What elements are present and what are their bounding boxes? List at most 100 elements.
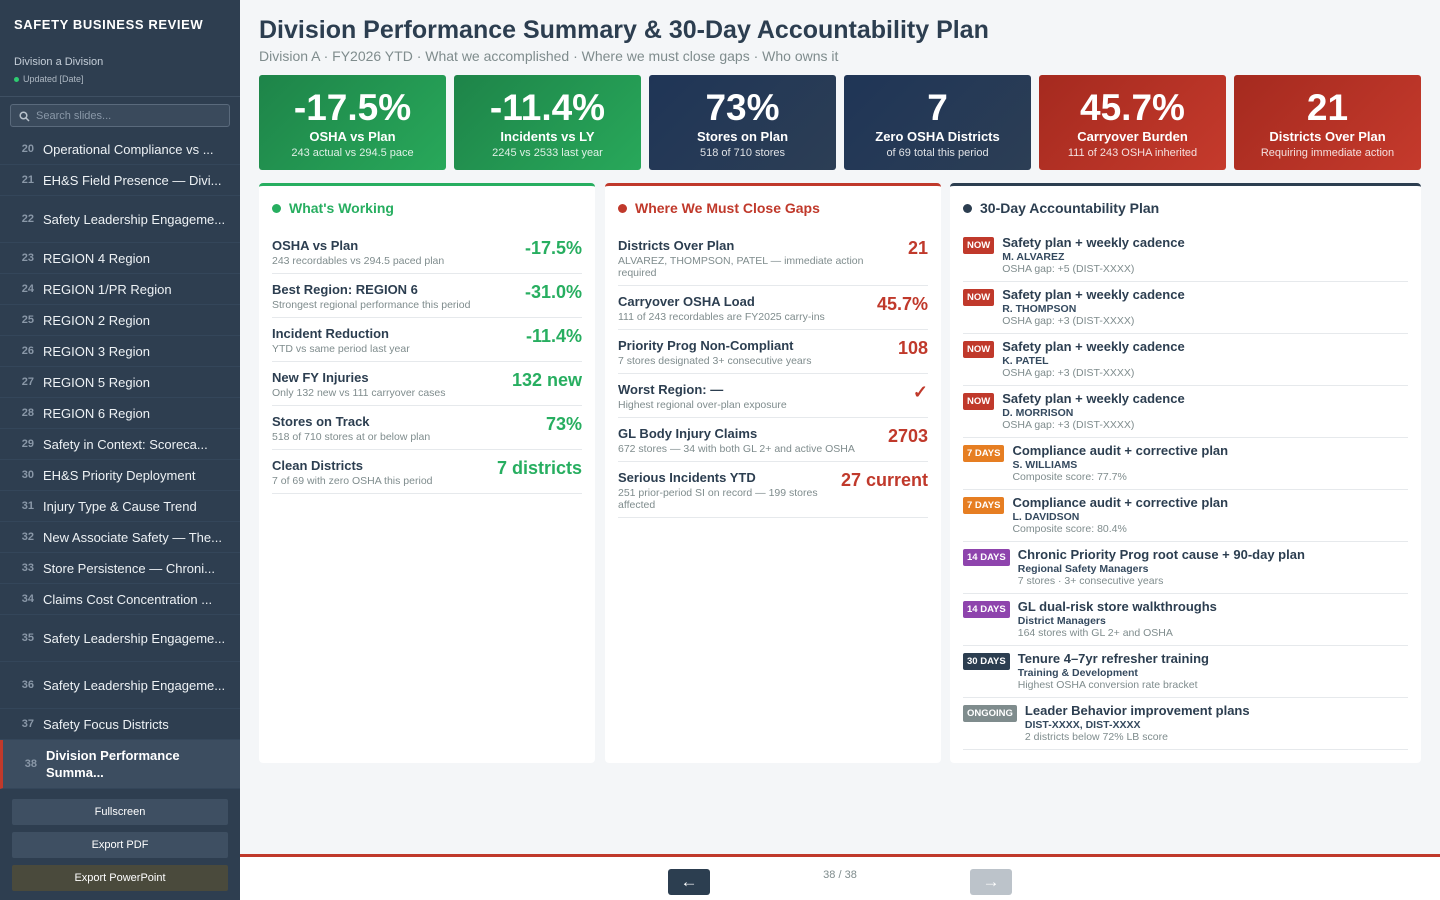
slide-item[interactable]: 29 Safety in Context: Scoreca... (0, 429, 240, 460)
slide-title: Claims Cost Concentration ... (43, 591, 213, 607)
slide-item[interactable]: 38 Division Performance Summa... (0, 740, 240, 789)
slide-item[interactable]: 28 REGION 6 Region (0, 398, 240, 429)
slide-item[interactable]: 23 REGION 4 Region (0, 243, 240, 274)
plan-owner: L. DAVIDSON (1012, 511, 1080, 523)
plan-title: Compliance audit + corrective plan (1012, 443, 1229, 458)
metric-sub: 111 of 243 recordables are FY2025 carry-… (618, 311, 825, 323)
metric-sub: 251 prior-period SI on record — 199 stor… (618, 487, 818, 511)
metric-label: Serious Incidents YTD (618, 470, 756, 485)
metric-label: Clean Districts (272, 458, 364, 473)
plan-text: Safety plan + weekly cadence R. THOMPSON O… (1002, 287, 1184, 327)
plan-detail: OSHA gap: +3 (DIST-XXXX) (1002, 367, 1135, 379)
metric-value: 21 (907, 238, 928, 258)
sidebar: SAFETY BUSINESS REVIEW Division a Divisi… (0, 0, 240, 900)
plan-title: GL dual-risk store walkthroughs (1017, 599, 1217, 614)
slide-item[interactable]: 34 Claims Cost Concentration ... (0, 584, 240, 615)
kpi-card: 73% Stores on Plan 518 of 710 stores (649, 75, 836, 170)
plan-tag: 7 DAYS (963, 497, 1005, 514)
slide-item[interactable]: 30 EH&S Priority Deployment (0, 460, 240, 491)
slide-number: 29 (21, 438, 34, 450)
slide-item[interactable]: 27 REGION 5 Region (0, 367, 240, 398)
plan-text: Leader Behavior improvement plans DIST-XX… (1025, 703, 1250, 743)
slide-item[interactable]: 22 Safety Leadership Engageme... (0, 196, 240, 243)
plan-owner: Training & Development (1017, 667, 1138, 679)
kpi-value: -11.4% (489, 87, 606, 128)
metric-value: -17.5% (524, 238, 582, 258)
sidebar-button[interactable]: Export PowerPoint (12, 865, 228, 891)
plan-tag: 14 DAYS (963, 601, 1010, 618)
kpi-value: 45.7% (1080, 87, 1185, 128)
sidebar-button[interactable]: Export PDF (12, 832, 228, 858)
plan-title: Chronic Priority Prog root cause + 90-da… (1017, 547, 1305, 562)
slide-item[interactable]: 36 Safety Leadership Engageme... (0, 662, 240, 709)
slide-number: 38 (24, 758, 37, 770)
slide-item[interactable]: 25 REGION 2 Region (0, 305, 240, 336)
metric-text: Carryover OSHA Load 111 of 243 recordable… (618, 294, 825, 323)
page-counter: 38 / 38 (823, 869, 857, 881)
metric-value: 2703 (887, 426, 928, 446)
plan-owner: D. MORRISON (1002, 407, 1074, 419)
divider (0, 96, 240, 97)
page-title: Division Performance Summary & 30-Day Ac… (259, 16, 989, 44)
page-subtitle: Division A · FY2026 YTD · What we accomp… (259, 48, 839, 64)
plan-title: Safety plan + weekly cadence (1002, 339, 1185, 354)
slide-item[interactable]: 37 Safety Focus Districts (0, 709, 240, 740)
kpi-label: Zero OSHA Districts (875, 129, 1000, 144)
plan-tag: ONGOING (963, 705, 1017, 722)
slide-number: 33 (21, 562, 34, 574)
plan-row: 30 DAYS Tenure 4–7yr refresher training Tr… (963, 646, 1408, 698)
slide-item[interactable]: 33 Store Persistence — Chroni... (0, 553, 240, 584)
kpi-card: 21 Districts Over Plan Requiring immediate… (1234, 75, 1421, 170)
slide-item[interactable]: 20 Operational Compliance vs ... (0, 134, 240, 165)
plan-row: 14 DAYS Chronic Priority Prog root cause … (963, 542, 1408, 594)
next-button[interactable]: → (970, 869, 1012, 895)
metric-sub: Only 132 new vs 111 carryover cases (272, 387, 446, 399)
slide-item[interactable]: 35 Safety Leadership Engageme... (0, 615, 240, 662)
slide-item[interactable]: 32 New Associate Safety — The... (0, 522, 240, 553)
panel-title: Where We Must Close Gaps (618, 200, 928, 216)
sidebar-button[interactable]: Fullscreen (12, 799, 228, 825)
plan-text: Safety plan + weekly cadence D. MORRISON O… (1002, 391, 1184, 431)
working-panel: What's Working OSHA vs Plan 243 recordable… (259, 183, 595, 763)
metric-value: ✓ (912, 382, 928, 402)
plan-row: ONGOING Leader Behavior improvement plans… (963, 698, 1408, 750)
kpi-sub: 518 of 710 stores (699, 147, 785, 159)
slide-item[interactable]: 24 REGION 1/PR Region (0, 274, 240, 305)
plan-row: 7 DAYS Compliance audit + corrective plan… (963, 490, 1408, 542)
slide-title: EH&S Priority Deployment (43, 467, 196, 483)
plan-text: Safety plan + weekly cadence M. ALVAREZ OS… (1002, 235, 1184, 275)
metric-row: Districts Over Plan ALVAREZ, THOMPSON, PA… (618, 230, 928, 286)
metric-label: Carryover OSHA Load (618, 294, 755, 309)
slide-number: 22 (21, 213, 34, 225)
slide-item[interactable]: 26 REGION 3 Region (0, 336, 240, 367)
kpi-value: 73% (705, 87, 780, 128)
search-placeholder: Search slides... (36, 110, 112, 122)
metric-text: OSHA vs Plan 243 recordables vs 294.5 pac… (272, 238, 444, 267)
kpi-label: Stores on Plan (696, 129, 789, 144)
plan-row: 7 DAYS Compliance audit + corrective plan… (963, 438, 1408, 490)
plan-title: Safety plan + weekly cadence (1002, 287, 1185, 302)
slide-title: Safety Focus Districts (43, 716, 169, 732)
metric-value: 7 districts (496, 458, 582, 478)
metric-text: New FY Injuries Only 132 new vs 111 carry… (272, 370, 446, 399)
slide-number: 25 (21, 314, 34, 326)
slide-number: 20 (21, 143, 34, 155)
kpi-card: -17.5% OSHA vs Plan 243 actual vs 294.5 pa… (259, 75, 446, 170)
kpi-label: Incidents vs LY (500, 129, 595, 144)
search-icon (19, 111, 30, 122)
kpi-sub: 243 actual vs 294.5 pace (291, 147, 414, 159)
slide-number: 32 (21, 531, 34, 543)
metric-text: GL Body Injury Claims 672 stores — 34 wit… (618, 426, 855, 455)
slide-title: REGION 2 Region (43, 312, 150, 328)
prev-button[interactable]: ← (668, 869, 710, 895)
slide-number: 35 (21, 632, 34, 644)
slide-item[interactable]: 31 Injury Type & Cause Trend (0, 491, 240, 522)
plan-detail: OSHA gap: +3 (DIST-XXXX) (1002, 419, 1135, 431)
search-box[interactable]: Search slides... (10, 104, 230, 127)
metric-sub: 7 of 69 with zero OSHA this period (272, 475, 433, 487)
metric-value: -31.0% (524, 282, 582, 302)
metric-sub: ALVAREZ, THOMPSON, PATEL — immediate act… (618, 255, 864, 279)
slide-item[interactable]: 21 EH&S Field Presence — Divi... (0, 165, 240, 196)
sidebar-title: SAFETY BUSINESS REVIEW (14, 17, 204, 32)
plan-tag: NOW (963, 289, 995, 306)
